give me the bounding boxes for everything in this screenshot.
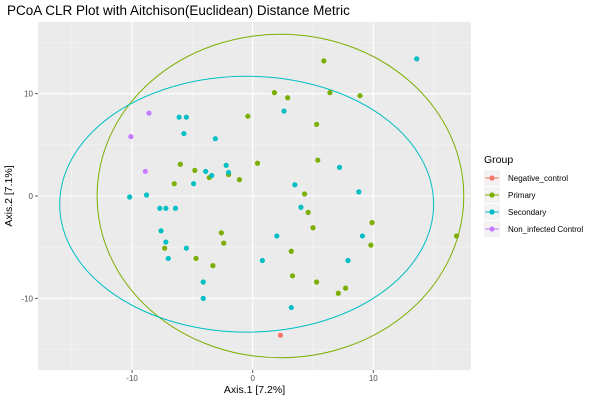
point-primary: [327, 90, 333, 96]
point-secondary: [143, 192, 150, 198]
y-axis-ticks: -10 0 10: [21, 90, 38, 303]
legend-items: Negative_control Primary Secondary Non_infe…: [484, 170, 583, 237]
x-axis-ticks: -10 0 10: [126, 370, 378, 383]
legend-key-non-infected-control: [489, 226, 495, 232]
point-primary: [236, 177, 243, 183]
point-secondary: [183, 114, 189, 120]
legend-label-secondary: Secondary: [508, 208, 546, 217]
x-axis-title: Axis.1 [7.2%]: [224, 384, 285, 396]
legend-key-primary: [489, 192, 495, 198]
point-primary: [368, 242, 374, 248]
point-secondary: [172, 205, 179, 211]
point-secondary: [158, 228, 164, 234]
point-non-infected-control: [142, 168, 148, 175]
point-primary: [315, 157, 321, 163]
point-primary: [162, 245, 168, 251]
ellipse-primary: [96, 33, 465, 359]
point-primary: [335, 290, 341, 296]
major-gridlines: [38, 22, 471, 370]
legend-title: Group: [484, 154, 513, 166]
point-primary: [369, 220, 375, 226]
point-primary: [453, 233, 460, 239]
plot-panel: [38, 22, 471, 370]
legend: Group Negative_control Primary Secondary No…: [484, 154, 583, 237]
point-primary: [193, 255, 199, 262]
point-secondary: [356, 189, 362, 195]
point-secondary: [127, 194, 133, 200]
point-secondary: [163, 239, 169, 245]
point-secondary: [274, 233, 280, 239]
legend-key-negative-control: [489, 175, 495, 181]
legend-key-secondary: [489, 209, 495, 215]
point-secondary: [336, 164, 343, 170]
point-primary: [310, 225, 316, 231]
point-primary: [314, 279, 320, 285]
point-secondary: [212, 136, 218, 142]
point-secondary: [163, 205, 169, 211]
ellipse-secondary: [59, 75, 435, 333]
point-primary: [192, 167, 198, 174]
point-primary: [254, 160, 261, 166]
point-primary: [321, 58, 327, 64]
point-primary: [285, 95, 291, 101]
data-points: [127, 56, 460, 338]
point-primary: [288, 248, 294, 254]
point-primary: [221, 240, 227, 246]
point-secondary: [200, 279, 206, 285]
point-secondary: [181, 130, 187, 137]
point-primary: [314, 121, 320, 127]
chart-title: PCoA CLR Plot with Aitchison(Euclidean) …: [7, 3, 350, 18]
point-secondary: [165, 255, 171, 262]
point-primary: [271, 90, 278, 96]
point-secondary: [259, 257, 265, 264]
point-primary: [210, 263, 216, 269]
point-secondary: [183, 245, 189, 251]
point-secondary: [203, 168, 209, 175]
point-primary: [177, 161, 183, 167]
point-primary: [357, 93, 363, 99]
legend-label-negative-control: Negative_control: [508, 174, 568, 183]
point-primary: [289, 273, 296, 279]
point-non-infected-control: [128, 134, 134, 140]
legend-label-primary: Primary: [508, 191, 536, 200]
y-tick-label: 0: [29, 192, 34, 201]
y-axis-title: Axis.2 [7.1%]: [3, 165, 15, 226]
legend-label-non-infected-control: Non_infected Control: [508, 225, 583, 234]
y-tick-label: -10: [21, 294, 33, 303]
point-primary: [245, 113, 251, 119]
point-secondary: [288, 304, 294, 311]
point-primary: [171, 181, 177, 187]
group-ellipses: [59, 33, 465, 359]
point-secondary: [176, 114, 182, 120]
point-secondary: [200, 295, 206, 301]
point-secondary: [292, 182, 298, 188]
point-negative-control: [277, 332, 284, 338]
point-secondary: [157, 205, 163, 211]
point-secondary: [281, 108, 287, 114]
point-secondary: [209, 172, 215, 179]
point-non-infected-control: [146, 110, 152, 116]
point-primary: [218, 230, 224, 236]
point-secondary: [414, 56, 420, 62]
point-secondary: [223, 162, 229, 168]
point-secondary: [190, 181, 197, 187]
x-tick-label: 10: [369, 374, 378, 383]
point-primary: [305, 209, 311, 215]
y-tick-label: 10: [24, 90, 33, 99]
x-tick-label: -10: [126, 374, 138, 383]
point-secondary: [225, 169, 232, 176]
point-primary: [301, 191, 308, 197]
point-secondary: [359, 233, 366, 239]
point-secondary: [345, 257, 351, 264]
point-primary: [342, 285, 349, 291]
point-secondary: [298, 204, 304, 210]
x-tick-label: 0: [250, 374, 255, 383]
